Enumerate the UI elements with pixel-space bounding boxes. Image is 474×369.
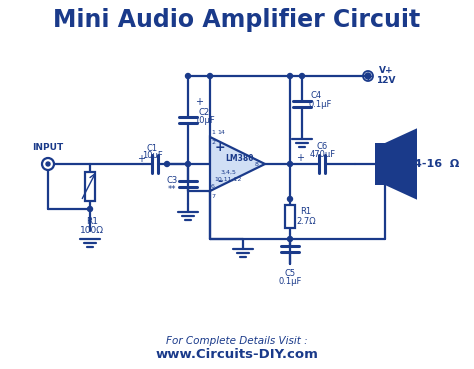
- Text: 7: 7: [211, 193, 215, 199]
- Text: 2: 2: [211, 139, 215, 145]
- Text: 2.7Ω: 2.7Ω: [296, 217, 316, 226]
- Text: 3,4,5: 3,4,5: [220, 169, 236, 175]
- Text: C4: C4: [310, 91, 321, 100]
- Circle shape: [185, 162, 191, 166]
- Polygon shape: [385, 128, 417, 200]
- Text: -: -: [218, 175, 223, 187]
- Text: 0.1μF: 0.1μF: [278, 277, 301, 286]
- Text: C6: C6: [317, 141, 328, 151]
- Circle shape: [164, 162, 170, 166]
- Circle shape: [185, 73, 191, 79]
- Text: 12V: 12V: [376, 76, 396, 85]
- Text: 8: 8: [255, 162, 259, 166]
- Text: For Complete Details Visit :: For Complete Details Visit :: [166, 336, 308, 346]
- Circle shape: [288, 197, 292, 201]
- Text: **: **: [168, 184, 176, 193]
- Text: 0.1μF: 0.1μF: [308, 100, 332, 109]
- Text: +: +: [215, 141, 225, 154]
- Circle shape: [288, 237, 292, 241]
- Bar: [85, 172, 95, 201]
- Circle shape: [288, 73, 292, 79]
- Polygon shape: [210, 137, 265, 191]
- Text: C1: C1: [146, 144, 157, 152]
- Text: 10μF: 10μF: [193, 115, 214, 124]
- Text: 1: 1: [211, 130, 215, 134]
- Text: C2: C2: [199, 107, 210, 117]
- Text: R1: R1: [86, 217, 98, 225]
- Text: 10μF: 10μF: [142, 151, 163, 159]
- Text: INPUT: INPUT: [32, 142, 64, 152]
- Text: 14: 14: [217, 130, 225, 134]
- Text: R1: R1: [301, 207, 311, 216]
- Circle shape: [288, 162, 292, 166]
- Text: www.Circuits-DIY.com: www.Circuits-DIY.com: [155, 348, 319, 361]
- Text: V+: V+: [379, 66, 393, 75]
- Text: +: +: [195, 97, 203, 107]
- Text: 100Ω: 100Ω: [80, 225, 104, 235]
- Circle shape: [300, 73, 304, 79]
- Text: 4-16  Ω: 4-16 Ω: [414, 159, 460, 169]
- Text: 10,11,12: 10,11,12: [214, 176, 242, 182]
- Circle shape: [208, 73, 212, 79]
- Text: 6: 6: [211, 183, 215, 189]
- Circle shape: [365, 73, 371, 79]
- Bar: [375, 143, 385, 185]
- Text: +: +: [137, 154, 145, 164]
- Text: LM380: LM380: [225, 154, 254, 162]
- Circle shape: [46, 162, 50, 166]
- Text: C5: C5: [284, 269, 296, 279]
- Text: 470μF: 470μF: [310, 149, 336, 159]
- Circle shape: [88, 207, 92, 211]
- Text: +: +: [296, 153, 304, 163]
- Text: Mini Audio Amplifier Circuit: Mini Audio Amplifier Circuit: [54, 8, 420, 32]
- Bar: [285, 205, 295, 228]
- Text: C3: C3: [166, 176, 178, 184]
